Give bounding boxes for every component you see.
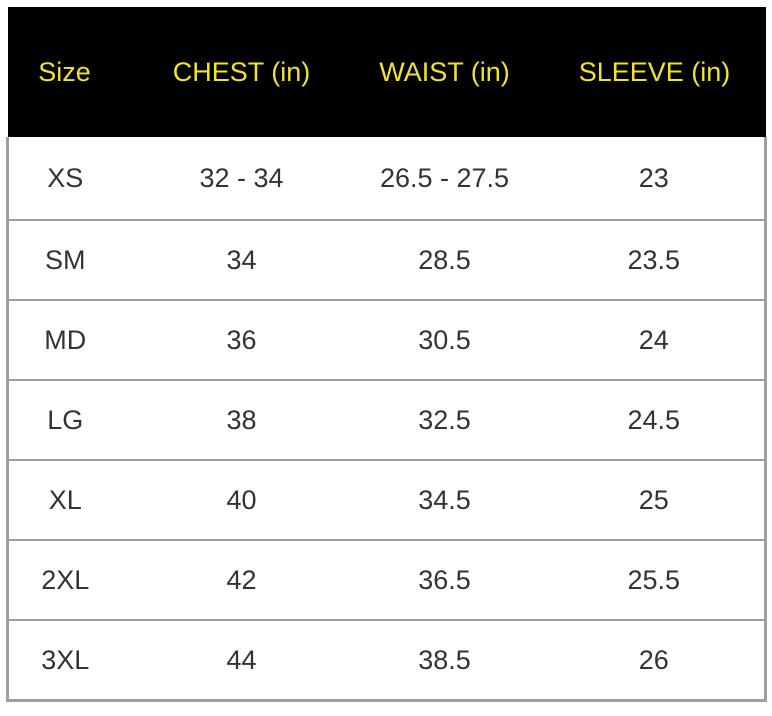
cell-waist: 36.5 xyxy=(361,539,528,620)
cell-sleeve: 23.5 xyxy=(527,219,767,300)
size-chart-table: Size CHEST (in) WAIST (in) SLEEVE (in) XS 32… xyxy=(6,7,767,702)
cell-chest: 32 - 34 xyxy=(199,162,284,193)
cell-chest: 36 xyxy=(121,299,362,380)
cell-chest: 40 xyxy=(121,459,362,540)
table-row: 2XL 42 36.5 25.5 xyxy=(6,539,767,620)
cell-size: XS xyxy=(6,137,122,220)
cell-sleeve: 23 xyxy=(527,137,767,220)
table-row: LG 38 32.5 24.5 xyxy=(6,379,767,460)
cell-waist: 34.5 xyxy=(361,459,528,540)
cell-chest: 38 xyxy=(121,379,362,460)
table-row: SM 34 28.5 23.5 xyxy=(6,219,767,300)
cell-sleeve: 24 xyxy=(527,299,767,380)
table-row: 3XL 44 38.5 26 xyxy=(6,619,767,702)
cell-size: 3XL xyxy=(6,619,122,702)
cell-waist: 26.5 - 27.5 xyxy=(379,162,510,193)
cell-sleeve: 25.5 xyxy=(527,539,767,620)
cell-chest: 34 xyxy=(121,219,362,300)
cell-size: XL xyxy=(6,459,122,540)
cell-size: MD xyxy=(6,299,122,380)
cell-size: LG xyxy=(6,379,122,460)
column-header-chest: CHEST (in) xyxy=(121,7,362,137)
cell-sleeve: 25 xyxy=(527,459,767,540)
cell-size: SM xyxy=(6,219,122,300)
header-row: Size CHEST (in) WAIST (in) SLEEVE (in) xyxy=(7,7,766,137)
column-header-sleeve: SLEEVE (in) xyxy=(527,7,766,137)
cell-chest: 44 xyxy=(121,619,362,702)
cell-waist: 38.5 xyxy=(361,619,528,702)
column-header-waist: WAIST (in) xyxy=(361,7,528,137)
cell-chest: 42 xyxy=(121,539,362,620)
cell-waist: 30.5 xyxy=(361,299,528,380)
table-row: XL 40 34.5 25 xyxy=(6,459,767,540)
table-body: XS 32 - 34 26.5 - 27.5 23 SM 34 28.5 23.5 MD 36 30… xyxy=(6,137,767,702)
cell-waist: 28.5 xyxy=(361,219,528,300)
cell-sleeve: 24.5 xyxy=(527,379,767,460)
cell-sleeve: 26 xyxy=(527,619,767,702)
table-row: XS 32 - 34 26.5 - 27.5 23 xyxy=(6,137,767,220)
cell-waist: 32.5 xyxy=(361,379,528,460)
cell-size: 2XL xyxy=(6,539,122,620)
table-row: MD 36 30.5 24 xyxy=(6,299,767,380)
column-header-size: Size xyxy=(7,7,122,137)
